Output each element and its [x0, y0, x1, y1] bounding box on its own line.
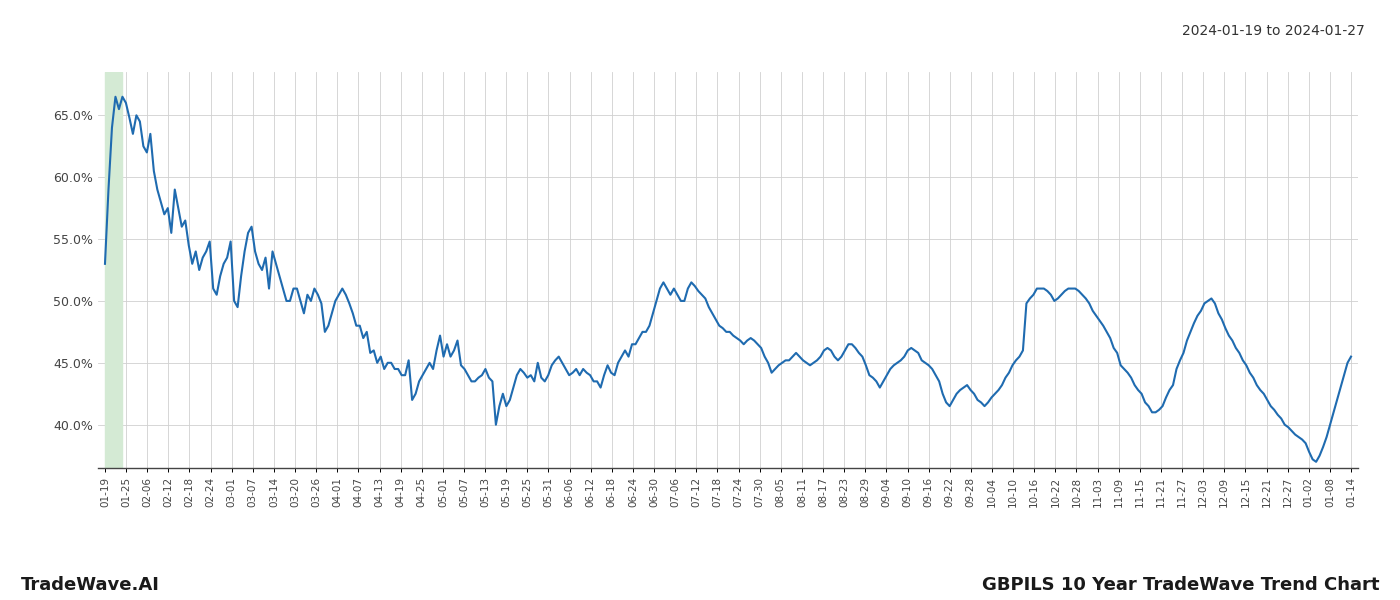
Text: GBPILS 10 Year TradeWave Trend Chart: GBPILS 10 Year TradeWave Trend Chart: [981, 576, 1379, 594]
Bar: [105, 72, 122, 468]
Text: TradeWave.AI: TradeWave.AI: [21, 576, 160, 594]
Text: 2024-01-19 to 2024-01-27: 2024-01-19 to 2024-01-27: [1182, 24, 1365, 38]
